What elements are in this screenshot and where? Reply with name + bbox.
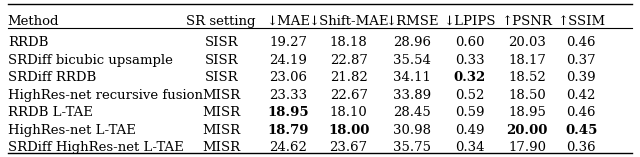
Text: 20.03: 20.03 bbox=[508, 36, 546, 49]
Text: SISR: SISR bbox=[204, 71, 238, 84]
Text: 33.89: 33.89 bbox=[394, 89, 431, 102]
Text: 23.33: 23.33 bbox=[269, 89, 307, 102]
Text: 35.54: 35.54 bbox=[394, 54, 431, 67]
Text: 0.52: 0.52 bbox=[455, 89, 484, 102]
Text: 18.00: 18.00 bbox=[328, 124, 369, 137]
Text: 0.60: 0.60 bbox=[455, 36, 484, 49]
Text: 28.96: 28.96 bbox=[394, 36, 431, 49]
Text: 18.18: 18.18 bbox=[330, 36, 367, 49]
Text: ↓LPIPS: ↓LPIPS bbox=[444, 15, 496, 28]
Text: HighRes-net recursive fusion: HighRes-net recursive fusion bbox=[8, 89, 203, 102]
Text: 0.45: 0.45 bbox=[565, 124, 598, 137]
Text: 18.52: 18.52 bbox=[508, 71, 546, 84]
Text: 17.90: 17.90 bbox=[508, 141, 546, 154]
Text: ↓RMSE: ↓RMSE bbox=[386, 15, 439, 28]
Text: 0.37: 0.37 bbox=[566, 54, 596, 67]
Text: SISR: SISR bbox=[204, 36, 238, 49]
Text: 23.67: 23.67 bbox=[330, 141, 368, 154]
Text: SISR: SISR bbox=[204, 54, 238, 67]
Text: 0.42: 0.42 bbox=[566, 89, 596, 102]
Text: HighRes-net L-TAE: HighRes-net L-TAE bbox=[8, 124, 136, 137]
Text: MISR: MISR bbox=[202, 141, 240, 154]
Text: 0.34: 0.34 bbox=[455, 141, 484, 154]
Text: SR setting: SR setting bbox=[186, 15, 256, 28]
Text: RRDB L-TAE: RRDB L-TAE bbox=[8, 106, 93, 119]
Text: 0.59: 0.59 bbox=[455, 106, 484, 119]
Text: 18.95: 18.95 bbox=[508, 106, 546, 119]
Text: 28.45: 28.45 bbox=[394, 106, 431, 119]
Text: MISR: MISR bbox=[202, 124, 240, 137]
Text: 0.46: 0.46 bbox=[566, 106, 596, 119]
Text: 18.10: 18.10 bbox=[330, 106, 367, 119]
Text: ↑SSIM: ↑SSIM bbox=[557, 15, 605, 28]
Text: 35.75: 35.75 bbox=[394, 141, 431, 154]
Text: 24.19: 24.19 bbox=[269, 54, 307, 67]
Text: RRDB: RRDB bbox=[8, 36, 48, 49]
Text: 18.79: 18.79 bbox=[268, 124, 309, 137]
Text: 0.33: 0.33 bbox=[455, 54, 484, 67]
Text: 21.82: 21.82 bbox=[330, 71, 367, 84]
Text: 18.17: 18.17 bbox=[508, 54, 546, 67]
Text: 22.67: 22.67 bbox=[330, 89, 367, 102]
Text: ↓Shift-MAE: ↓Shift-MAE bbox=[308, 15, 389, 28]
Text: ↓MAE: ↓MAE bbox=[266, 15, 310, 28]
Text: 30.98: 30.98 bbox=[394, 124, 431, 137]
Text: SRDiff HighRes-net L-TAE: SRDiff HighRes-net L-TAE bbox=[8, 141, 184, 154]
Text: 34.11: 34.11 bbox=[394, 71, 431, 84]
Text: SRDiff bicubic upsample: SRDiff bicubic upsample bbox=[8, 54, 173, 67]
Text: 18.50: 18.50 bbox=[508, 89, 546, 102]
Text: 0.32: 0.32 bbox=[454, 71, 486, 84]
Text: 0.36: 0.36 bbox=[566, 141, 596, 154]
Text: 0.49: 0.49 bbox=[455, 124, 484, 137]
Text: Method: Method bbox=[8, 15, 60, 28]
Text: SRDiff RRDB: SRDiff RRDB bbox=[8, 71, 96, 84]
Text: 0.39: 0.39 bbox=[566, 71, 596, 84]
Text: 22.87: 22.87 bbox=[330, 54, 367, 67]
Text: 0.46: 0.46 bbox=[566, 36, 596, 49]
Text: 19.27: 19.27 bbox=[269, 36, 307, 49]
Text: 20.00: 20.00 bbox=[506, 124, 548, 137]
Text: 23.06: 23.06 bbox=[269, 71, 307, 84]
Text: ↑PSNR: ↑PSNR bbox=[502, 15, 552, 28]
Text: 24.62: 24.62 bbox=[269, 141, 307, 154]
Text: MISR: MISR bbox=[202, 106, 240, 119]
Text: 18.95: 18.95 bbox=[268, 106, 309, 119]
Text: MISR: MISR bbox=[202, 89, 240, 102]
